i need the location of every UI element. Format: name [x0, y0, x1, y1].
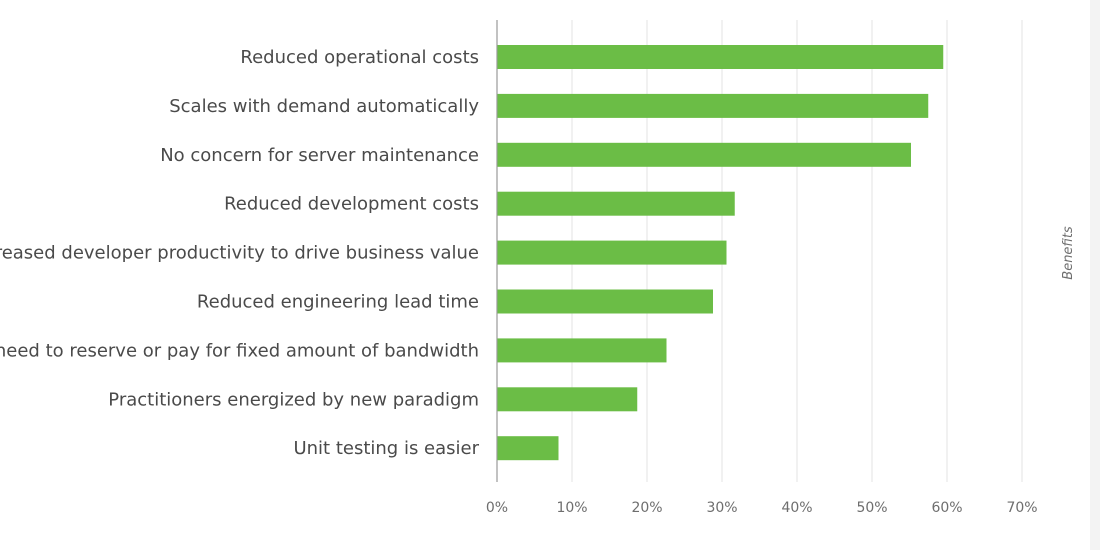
category-label: Reduced development costs: [224, 194, 479, 215]
x-tick-label: 30%: [706, 500, 737, 516]
bar: [497, 93, 929, 118]
x-tick-label: 40%: [781, 500, 812, 516]
bar: [497, 142, 911, 167]
legend-label: Benefits: [1061, 226, 1076, 280]
bar: [497, 45, 944, 69]
category-label: Scales with demand automatically: [169, 96, 479, 117]
bar: [497, 338, 667, 363]
x-tick-label: 10%: [556, 500, 587, 516]
category-label: No need to reserve or pay for fixed amou…: [0, 340, 479, 361]
category-label: No concern for server maintenance: [160, 145, 479, 166]
x-tick-label: 0%: [486, 500, 508, 516]
category-label: Reduced engineering lead time: [197, 292, 479, 313]
category-label: Reduced operational costs: [240, 47, 479, 68]
x-tick-label: 60%: [931, 500, 962, 516]
category-label: Practitioners energized by new paradigm: [108, 389, 479, 410]
x-tick-label: 70%: [1006, 500, 1037, 516]
category-label: Increased developer productivity to driv…: [0, 243, 479, 264]
bar: [497, 240, 727, 265]
bar: [497, 387, 638, 412]
bar: [497, 436, 559, 461]
x-tick-label: 50%: [856, 500, 887, 516]
right-edge-strip: [1090, 0, 1100, 550]
bar: [497, 289, 713, 314]
bar: [497, 191, 735, 216]
x-tick-label: 20%: [631, 500, 662, 516]
category-label: Unit testing is easier: [293, 438, 479, 459]
